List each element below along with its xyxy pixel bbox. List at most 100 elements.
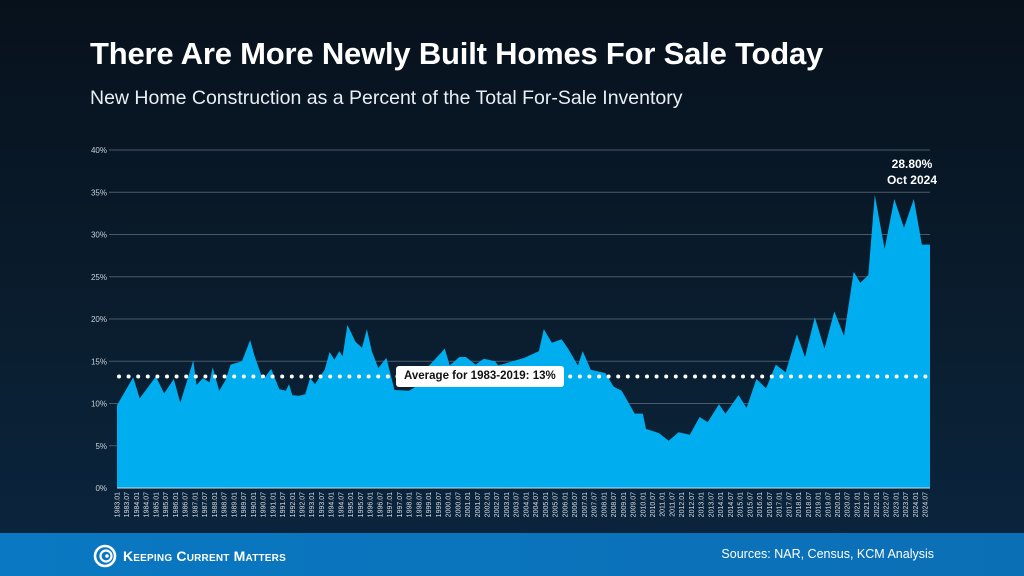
average-dot xyxy=(597,374,601,379)
average-dot xyxy=(376,374,381,379)
x-tick-label: 2008.01 xyxy=(601,492,608,517)
x-tick-label: 1998.01 xyxy=(407,492,414,517)
average-dot xyxy=(193,374,198,379)
x-tick-label: 1987.01 xyxy=(192,492,199,517)
x-tick-label: 2002.07 xyxy=(494,492,501,517)
y-tick-label: 25% xyxy=(91,273,107,282)
average-dot xyxy=(270,374,275,379)
average-dot xyxy=(577,374,582,379)
x-tick-label: 2024.07 xyxy=(923,492,930,517)
x-tick-label: 1993.01 xyxy=(309,492,316,517)
x-tick-label: 2008.07 xyxy=(611,492,618,517)
x-tick-label: 1997.07 xyxy=(397,492,404,517)
average-dot xyxy=(616,374,621,379)
x-tick-label: 2018.01 xyxy=(796,492,803,517)
x-tick-label: 2021.01 xyxy=(854,492,861,517)
average-dot xyxy=(741,374,745,379)
average-dot xyxy=(817,374,822,379)
x-tick-label: 2001.07 xyxy=(475,492,482,517)
x-tick-label: 1985.07 xyxy=(163,492,170,517)
average-dot xyxy=(299,374,304,379)
average-dot xyxy=(693,374,697,379)
average-dot xyxy=(328,374,333,379)
average-dot xyxy=(126,374,131,379)
average-dot xyxy=(702,374,707,379)
y-tick-label: 20% xyxy=(91,315,107,324)
x-tick-label: 1986.01 xyxy=(173,492,180,517)
x-tick-label: 2020.07 xyxy=(845,492,852,517)
average-dot xyxy=(913,374,918,379)
kcm-logo: Keeping Current Matters xyxy=(93,544,286,568)
average-dot xyxy=(184,374,189,379)
x-tick-label: 2006.01 xyxy=(562,492,569,517)
x-tick-label: 1992.01 xyxy=(290,492,297,517)
average-dot xyxy=(289,374,294,379)
x-tick-label: 2018.07 xyxy=(806,492,813,517)
x-tick-label: 2022.07 xyxy=(884,492,891,517)
average-dot xyxy=(827,374,832,379)
x-tick-label: 1990.01 xyxy=(251,492,258,517)
average-dot xyxy=(837,374,841,379)
x-tick-label: 2021.07 xyxy=(864,492,871,517)
average-dot xyxy=(798,374,803,379)
latest-value-annotation: 28.80% Oct 2024 xyxy=(870,156,954,188)
area-series xyxy=(117,194,930,489)
average-dot xyxy=(357,374,361,379)
average-dot xyxy=(117,374,121,379)
x-tick-label: 2012.07 xyxy=(689,492,696,517)
average-dot xyxy=(136,374,141,379)
average-dot xyxy=(885,374,889,379)
x-tick-label: 2015.01 xyxy=(738,492,745,517)
average-dot xyxy=(865,374,870,379)
x-tick-label: 2015.07 xyxy=(747,492,754,517)
x-tick-label: 1983.07 xyxy=(124,492,131,517)
x-tick-label: 1998.07 xyxy=(416,492,423,517)
average-dot xyxy=(750,374,755,379)
x-tick-label: 2006.07 xyxy=(572,492,579,517)
sources-text: Sources: NAR, Census, KCM Analysis xyxy=(721,547,934,561)
average-dot xyxy=(645,374,649,379)
x-tick-label: 1993.07 xyxy=(319,492,326,517)
x-tick-label: 1985.01 xyxy=(153,492,160,517)
x-tick-label: 2024.01 xyxy=(913,492,920,517)
average-dot xyxy=(856,374,861,379)
average-dot xyxy=(808,374,813,379)
x-tick-label: 2020.01 xyxy=(835,492,842,517)
x-tick-label: 1994.01 xyxy=(329,492,336,517)
x-tick-label: 2014.01 xyxy=(718,492,725,517)
average-dot xyxy=(309,374,313,379)
average-dot xyxy=(347,374,352,379)
annotation-date: Oct 2024 xyxy=(886,173,938,187)
x-tick-label: 2004.07 xyxy=(533,492,540,517)
annotation-value: 28.80% xyxy=(891,157,933,171)
y-tick-label: 10% xyxy=(91,400,107,409)
y-tick-label: 0% xyxy=(95,484,107,493)
x-tick-label: 2017.07 xyxy=(786,492,793,517)
page-title: There Are More Newly Built Homes For Sal… xyxy=(90,36,824,71)
x-tick-label: 2005.07 xyxy=(553,492,560,517)
average-dot xyxy=(232,374,237,379)
x-tick-label: 2011.01 xyxy=(660,492,667,517)
average-dot xyxy=(923,374,928,379)
y-tick-label: 30% xyxy=(91,231,107,240)
x-tick-label: 2009.07 xyxy=(631,492,638,517)
logo-text: Keeping Current Matters xyxy=(123,548,286,564)
x-tick-label: 2022.01 xyxy=(874,492,881,517)
x-tick-label: 1995.07 xyxy=(358,492,365,517)
x-tick-label: 2019.07 xyxy=(825,492,832,517)
x-tick-label: 1988.01 xyxy=(212,492,219,517)
average-dot xyxy=(280,374,285,379)
x-tick-label: 1984.01 xyxy=(134,492,141,517)
x-tick-label: 1994.07 xyxy=(338,492,345,517)
x-tick-label: 2003.01 xyxy=(504,492,511,517)
x-tick-label: 1999.07 xyxy=(436,492,443,517)
footer-band xyxy=(0,533,1024,576)
average-dot xyxy=(779,374,784,379)
average-dot xyxy=(155,374,160,379)
average-dot xyxy=(875,374,880,379)
average-dot xyxy=(174,374,179,379)
average-dot xyxy=(904,374,909,379)
x-tick-label: 1991.01 xyxy=(270,492,277,517)
x-tick-label: 2023.07 xyxy=(903,492,910,517)
average-dot xyxy=(568,374,573,379)
